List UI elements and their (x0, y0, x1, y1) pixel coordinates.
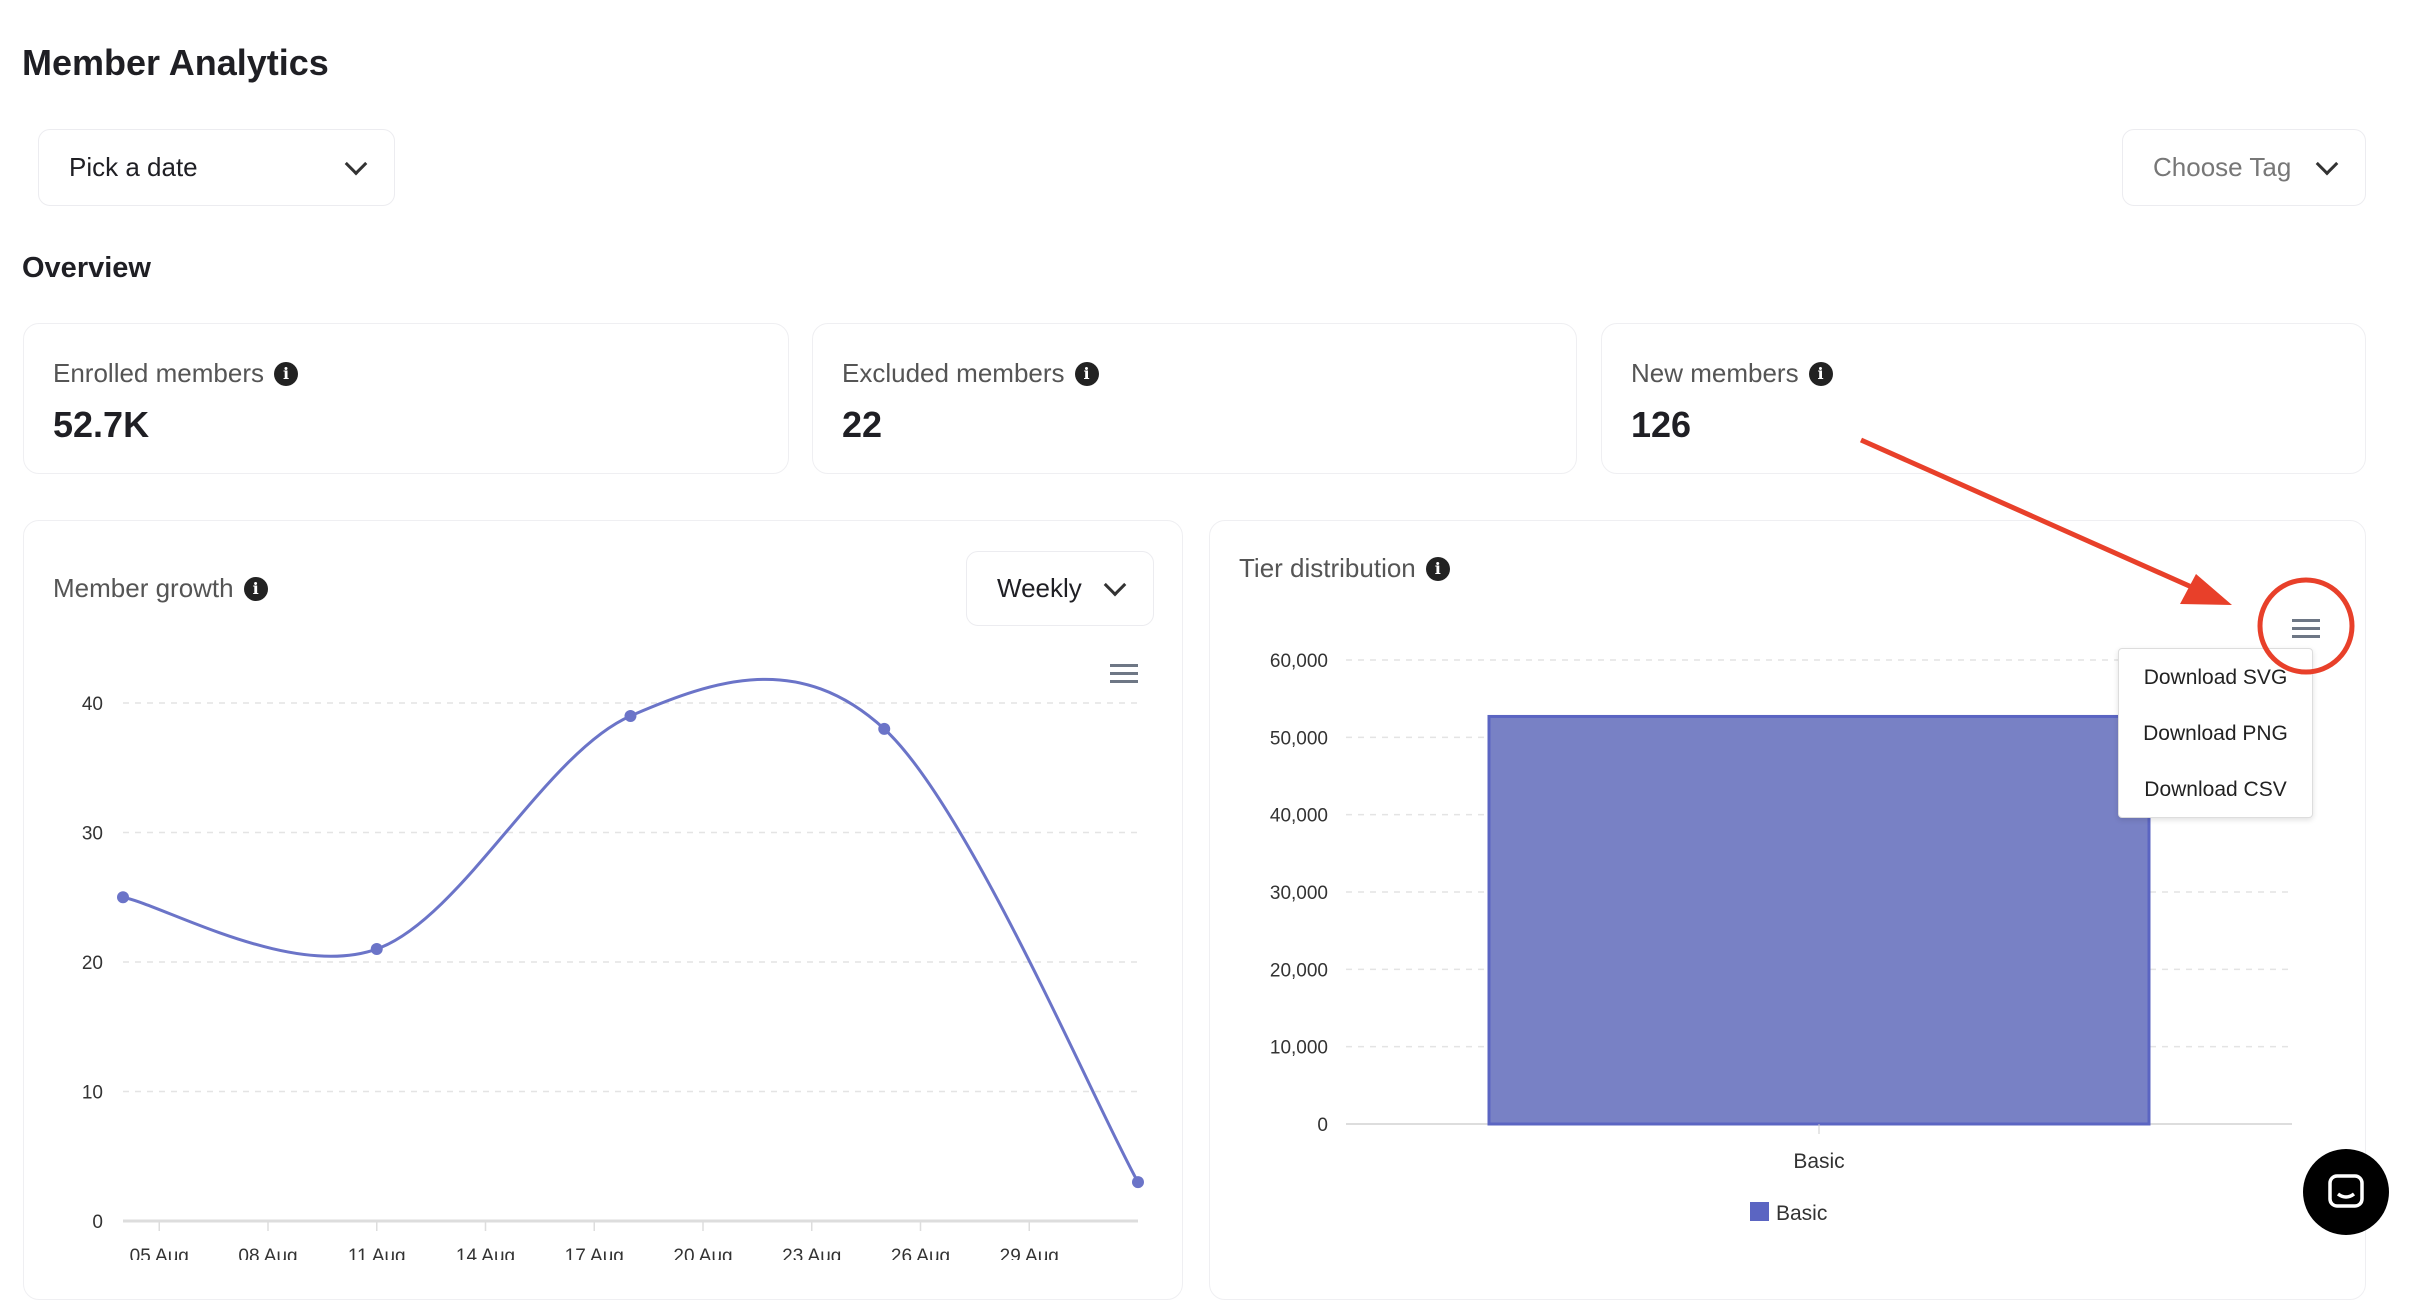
x-tick-label: 20 Aug (673, 1246, 732, 1260)
series-line (122, 677, 1140, 1183)
period-select-label: Weekly (997, 573, 1082, 603)
page-title: Member Analytics (22, 42, 329, 83)
date-picker-label: Pick a date (69, 152, 198, 182)
y-tick-label: 20 (82, 953, 103, 974)
stat-card-excluded: Excluded members i 22 (812, 323, 1577, 474)
period-select[interactable]: Weekly (966, 551, 1154, 626)
chat-launcher-button[interactable] (2303, 1149, 2389, 1235)
stat-label: Excluded members (842, 358, 1065, 388)
data-point (1132, 1176, 1144, 1189)
stat-value: 22 (842, 404, 883, 445)
info-icon[interactable]: i (273, 361, 298, 386)
stat-value: 126 (1631, 404, 1692, 445)
stat-card-enrolled: Enrolled members i 52.7K (23, 323, 789, 474)
x-tick-label: 29 Aug (1000, 1246, 1059, 1260)
chart-menu-icon[interactable] (1110, 659, 1138, 688)
y-tick-label: 40,000 (1270, 806, 1328, 827)
stat-label: Enrolled members (53, 358, 264, 388)
y-tick-label: 40 (82, 694, 103, 715)
x-tick-label: 17 Aug (565, 1246, 624, 1260)
y-tick-label: 0 (92, 1212, 103, 1233)
data-point (878, 722, 891, 735)
legend-swatch (1750, 1202, 1769, 1221)
menu-item-download-svg[interactable]: Download SVG (2143, 666, 2288, 689)
y-tick-label: 30,000 (1270, 883, 1328, 904)
y-tick-label: 20,000 (1270, 960, 1328, 981)
x-tick-label: 11 Aug (348, 1246, 406, 1260)
menu-item-download-png[interactable]: Download PNG (2143, 722, 2288, 745)
y-tick-label: 10,000 (1270, 1038, 1328, 1059)
tag-select[interactable]: Choose Tag (2122, 129, 2366, 206)
x-tick-label: 08 Aug (238, 1246, 297, 1260)
y-tick-label: 30 (82, 824, 103, 845)
data-point (624, 709, 637, 722)
data-point (117, 891, 129, 904)
y-tick-label: 10 (82, 1083, 103, 1104)
download-menu: Download SVG Download PNG Download CSV (2118, 648, 2313, 818)
info-icon[interactable]: i (243, 576, 268, 601)
bar (1487, 714, 2151, 1126)
stat-value: 52.7K (53, 404, 150, 445)
menu-item-download-csv[interactable]: Download CSV (2144, 778, 2287, 801)
chat-icon (2328, 1174, 2364, 1208)
member-growth-card: Member growth i (23, 520, 1183, 1300)
x-tick-label: Basic (1793, 1150, 1844, 1173)
y-tick-label: 60,000 (1270, 651, 1328, 672)
info-icon[interactable]: i (1425, 556, 1450, 581)
legend-label: Basic (1776, 1202, 1827, 1225)
info-icon[interactable]: i (1808, 361, 1833, 386)
data-point (370, 943, 383, 956)
date-picker[interactable]: Pick a date (38, 129, 395, 206)
charts-layer: 0 10 20 30 40 05 Aug 08 Aug 11 Aug 14 Aug 17 Aug 2… (82, 651, 2292, 1260)
x-tick-label: 23 Aug (782, 1246, 841, 1260)
chart-title: Tier distribution (1239, 553, 1416, 583)
x-tick-label: 05 Aug (130, 1246, 189, 1260)
chart-title: Member growth (53, 573, 234, 603)
x-tick-label: 26 Aug (891, 1246, 950, 1260)
y-tick-label: 0 (1317, 1115, 1328, 1136)
tag-select-label: Choose Tag (2153, 152, 2292, 182)
x-tick-label: 14 Aug (456, 1246, 515, 1260)
stat-label: New members (1631, 358, 1799, 388)
info-icon[interactable]: i (1074, 361, 1099, 386)
y-tick-label: 50,000 (1270, 728, 1328, 749)
section-title: Overview (22, 252, 151, 284)
